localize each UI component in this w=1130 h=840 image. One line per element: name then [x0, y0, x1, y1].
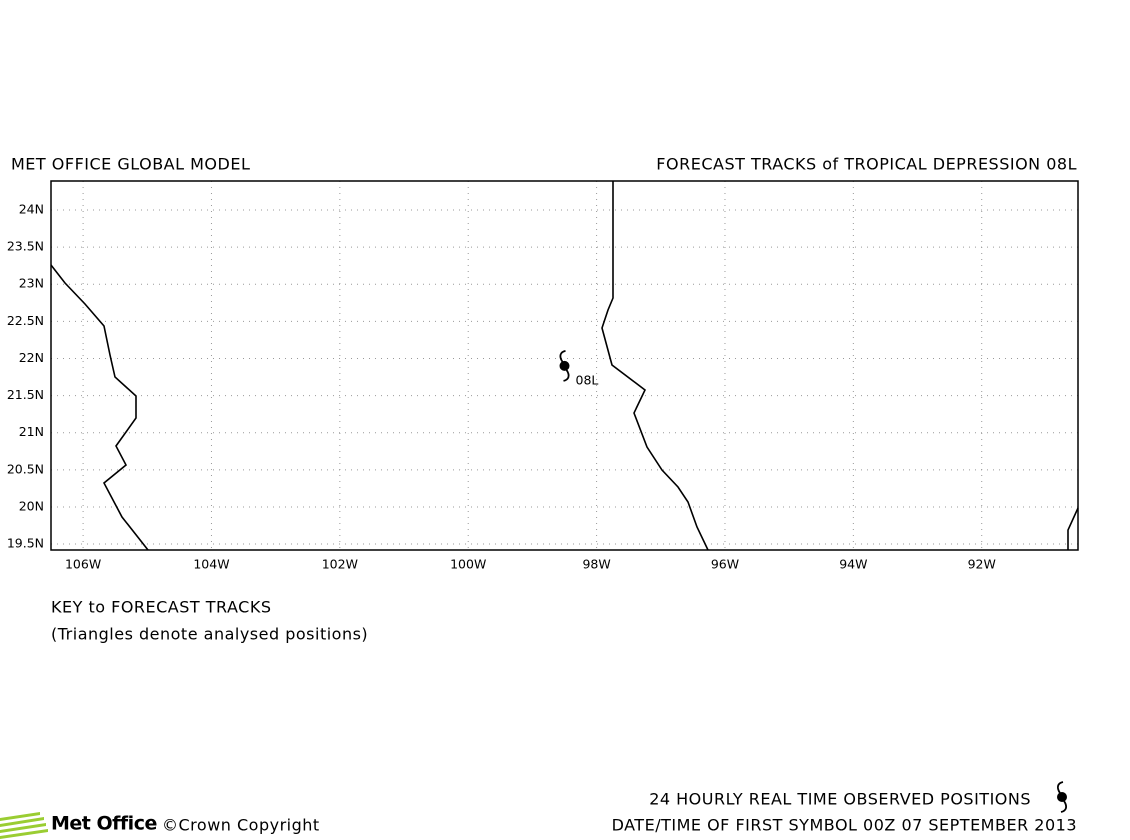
coastline	[50, 264, 149, 551]
y-tick-label: 20.5N	[7, 461, 44, 476]
x-tick-label: 98W	[582, 557, 610, 572]
key-note: (Triangles denote analysed positions)	[51, 625, 368, 644]
storm-label: 08L	[576, 372, 599, 387]
x-tick-label: 100W	[450, 557, 486, 572]
logo-text: Met Office	[51, 813, 157, 835]
logo-stripes	[0, 812, 48, 839]
footer-observed: 24 HOURLY REAL TIME OBSERVED POSITIONS	[649, 790, 1031, 809]
copyright: ©Crown Copyright	[162, 816, 320, 835]
storm-arm	[563, 369, 570, 382]
x-tick-label: 92W	[968, 557, 996, 572]
x-tick-label: 96W	[711, 557, 739, 572]
coastline	[1067, 507, 1079, 550]
storm-marker	[559, 349, 570, 382]
storm-icon	[1056, 781, 1068, 813]
y-tick-label: 20N	[19, 498, 44, 513]
title-left: MET OFFICE GLOBAL MODEL	[11, 155, 250, 174]
y-tick-label: 23.5N	[7, 239, 44, 254]
map-plot: 106W 104W 102W 100W 98W 96W 94W 92W 19.5N 20N 20.5…	[7, 181, 1078, 572]
coastline	[601, 181, 709, 551]
x-tick-label: 104W	[193, 557, 229, 572]
storm-arm	[559, 349, 566, 363]
y-tick-label: 22N	[19, 350, 44, 365]
y-tick-label: 22.5N	[7, 313, 44, 328]
x-tick-label: 106W	[65, 557, 101, 572]
y-tick-label: 24N	[19, 201, 44, 216]
storm-core	[559, 360, 570, 371]
map-frame	[50, 180, 1079, 551]
key-title: KEY to FORECAST TRACKS	[51, 598, 272, 617]
y-tick-label: 21.5N	[7, 387, 44, 402]
footer-date: DATE/TIME OF FIRST SYMBOL 00Z 07 SEPTEMB…	[612, 816, 1077, 835]
y-tick-label: 21N	[19, 424, 44, 439]
x-tick-label: 102W	[322, 557, 358, 572]
title-right: FORECAST TRACKS of TROPICAL DEPRESSION 0…	[656, 155, 1077, 174]
y-tick-label: 19.5N	[7, 536, 44, 551]
x-tick-label: 94W	[839, 557, 867, 572]
y-tick-label: 23N	[19, 276, 44, 291]
